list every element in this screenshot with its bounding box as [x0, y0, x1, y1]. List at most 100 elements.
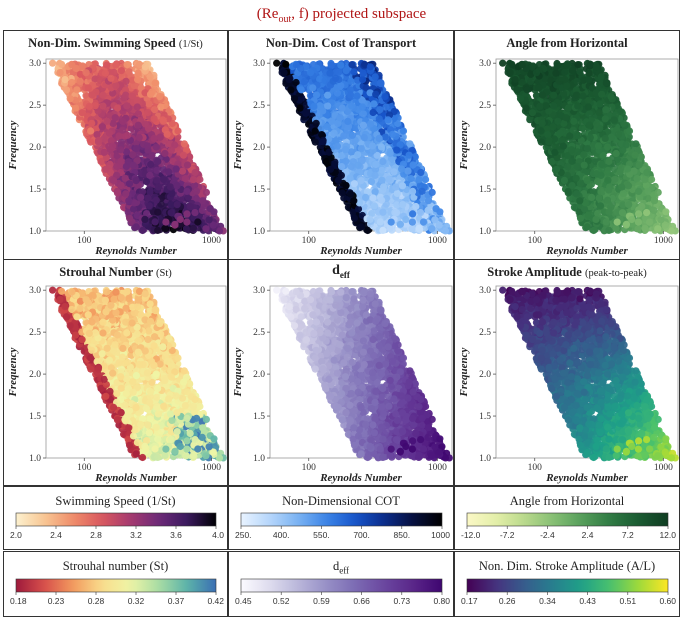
scatter-point [119, 117, 127, 125]
scatter-point [386, 149, 394, 158]
y-tick-label: 3.0 [253, 59, 265, 69]
scatter-point [117, 67, 125, 75]
scatter-point [393, 146, 401, 154]
scatter-point [165, 168, 173, 176]
scatter-point [180, 140, 188, 148]
scatter-point [141, 63, 149, 71]
scatter-point [415, 224, 423, 232]
y-tick-label: 3.0 [29, 59, 41, 69]
scatter-points [49, 59, 227, 235]
scatter-point [399, 127, 408, 135]
scatter-point [182, 225, 190, 233]
x-tick-label: 1000 [428, 236, 447, 246]
scatter-point [347, 77, 355, 85]
scatter-point [292, 78, 300, 87]
scatter-point [316, 75, 324, 83]
panel-cost-of-transport: Non-Dim. Cost of Transport 1.0 1.5 2.0 2.5 3… [228, 30, 454, 260]
scatter-point [408, 225, 416, 233]
scatter-point [88, 119, 96, 127]
scatter-point [183, 161, 192, 169]
scatter-point [147, 160, 155, 169]
scatter-point [113, 163, 121, 171]
scatter-point [354, 205, 363, 213]
scatter-point [402, 215, 410, 224]
panel-angle-from-horizontal: Angle from Horizontal 1.0 1.5 2.0 2.5 3.0 100… [454, 30, 680, 260]
scatter-point [141, 215, 149, 223]
scatter-point [285, 76, 293, 84]
scatter-point [376, 106, 384, 114]
scatter-point [350, 180, 358, 188]
scatter-point [56, 69, 64, 77]
scatter-point [62, 86, 71, 94]
scatter-point [358, 96, 366, 104]
scatter-point [280, 69, 288, 77]
scatter-point [172, 165, 180, 173]
scatter-point [378, 176, 386, 184]
scatter-point [306, 69, 315, 77]
scatter-point [309, 84, 317, 92]
scatter-point [49, 59, 57, 67]
scatter-point [107, 137, 115, 145]
scatter-point [143, 142, 151, 150]
scatter-point [122, 190, 130, 198]
scatter-point [302, 109, 311, 117]
scatter-point [396, 141, 404, 149]
scatter-point [396, 220, 404, 228]
scatter-point [159, 165, 167, 173]
y-tick-label: 1.5 [253, 185, 265, 195]
scatter-point [103, 61, 111, 69]
scatter-point [310, 102, 318, 110]
scatter-point [145, 202, 153, 210]
scatter-point [110, 68, 118, 76]
scatter-point [122, 91, 130, 99]
scatter-point [287, 86, 295, 94]
scatter-point [123, 61, 131, 69]
y-tick-label: 2.5 [29, 101, 41, 111]
scatter-point [409, 210, 417, 218]
scatter-point [347, 162, 355, 171]
scatter-point [435, 221, 443, 229]
x-axis-label: Reynolds Number [94, 245, 177, 257]
scatter-point [366, 63, 374, 71]
scatter-point [99, 91, 107, 99]
scatter-point [66, 95, 74, 103]
scatter-point [117, 181, 125, 190]
scatter-point [387, 218, 395, 226]
scatter-point [335, 68, 343, 76]
scatter-point [112, 82, 120, 90]
scatter-point [196, 175, 204, 184]
scatter-point [125, 68, 133, 76]
scatter-point [379, 208, 387, 216]
scatter-point [330, 129, 338, 137]
scatter-points [499, 59, 679, 235]
scatter-point [61, 76, 69, 84]
scatter-point [282, 60, 290, 68]
scatter-point [342, 67, 350, 75]
scatter-point [107, 74, 115, 82]
scatter-point [369, 194, 377, 202]
scatter-point [148, 151, 156, 159]
scatter-point [129, 161, 137, 169]
scatter-point [399, 201, 407, 209]
figure-suptitle: (Reout, f) projected subspace [256, 6, 427, 25]
scatter-point [134, 76, 142, 84]
scatter-point [342, 157, 350, 165]
scatter-point [346, 174, 354, 182]
scatter-point [368, 142, 377, 150]
scatter-point [319, 138, 327, 146]
scatter-point [388, 130, 397, 138]
scatter-point [338, 163, 346, 171]
y-axis-label: Frequency [232, 120, 244, 170]
scatter-point [115, 132, 123, 140]
scatter-point [132, 145, 140, 153]
scatter-point [146, 73, 154, 81]
scatter-point [109, 119, 117, 127]
scatter-point [424, 197, 433, 205]
scatter-point [324, 102, 332, 110]
scatter-point [350, 197, 358, 205]
scatter-point [326, 69, 334, 77]
scatter-point [363, 188, 372, 196]
scatter-point [342, 181, 350, 190]
scatter-point [202, 225, 210, 233]
scatter-point [409, 161, 417, 169]
